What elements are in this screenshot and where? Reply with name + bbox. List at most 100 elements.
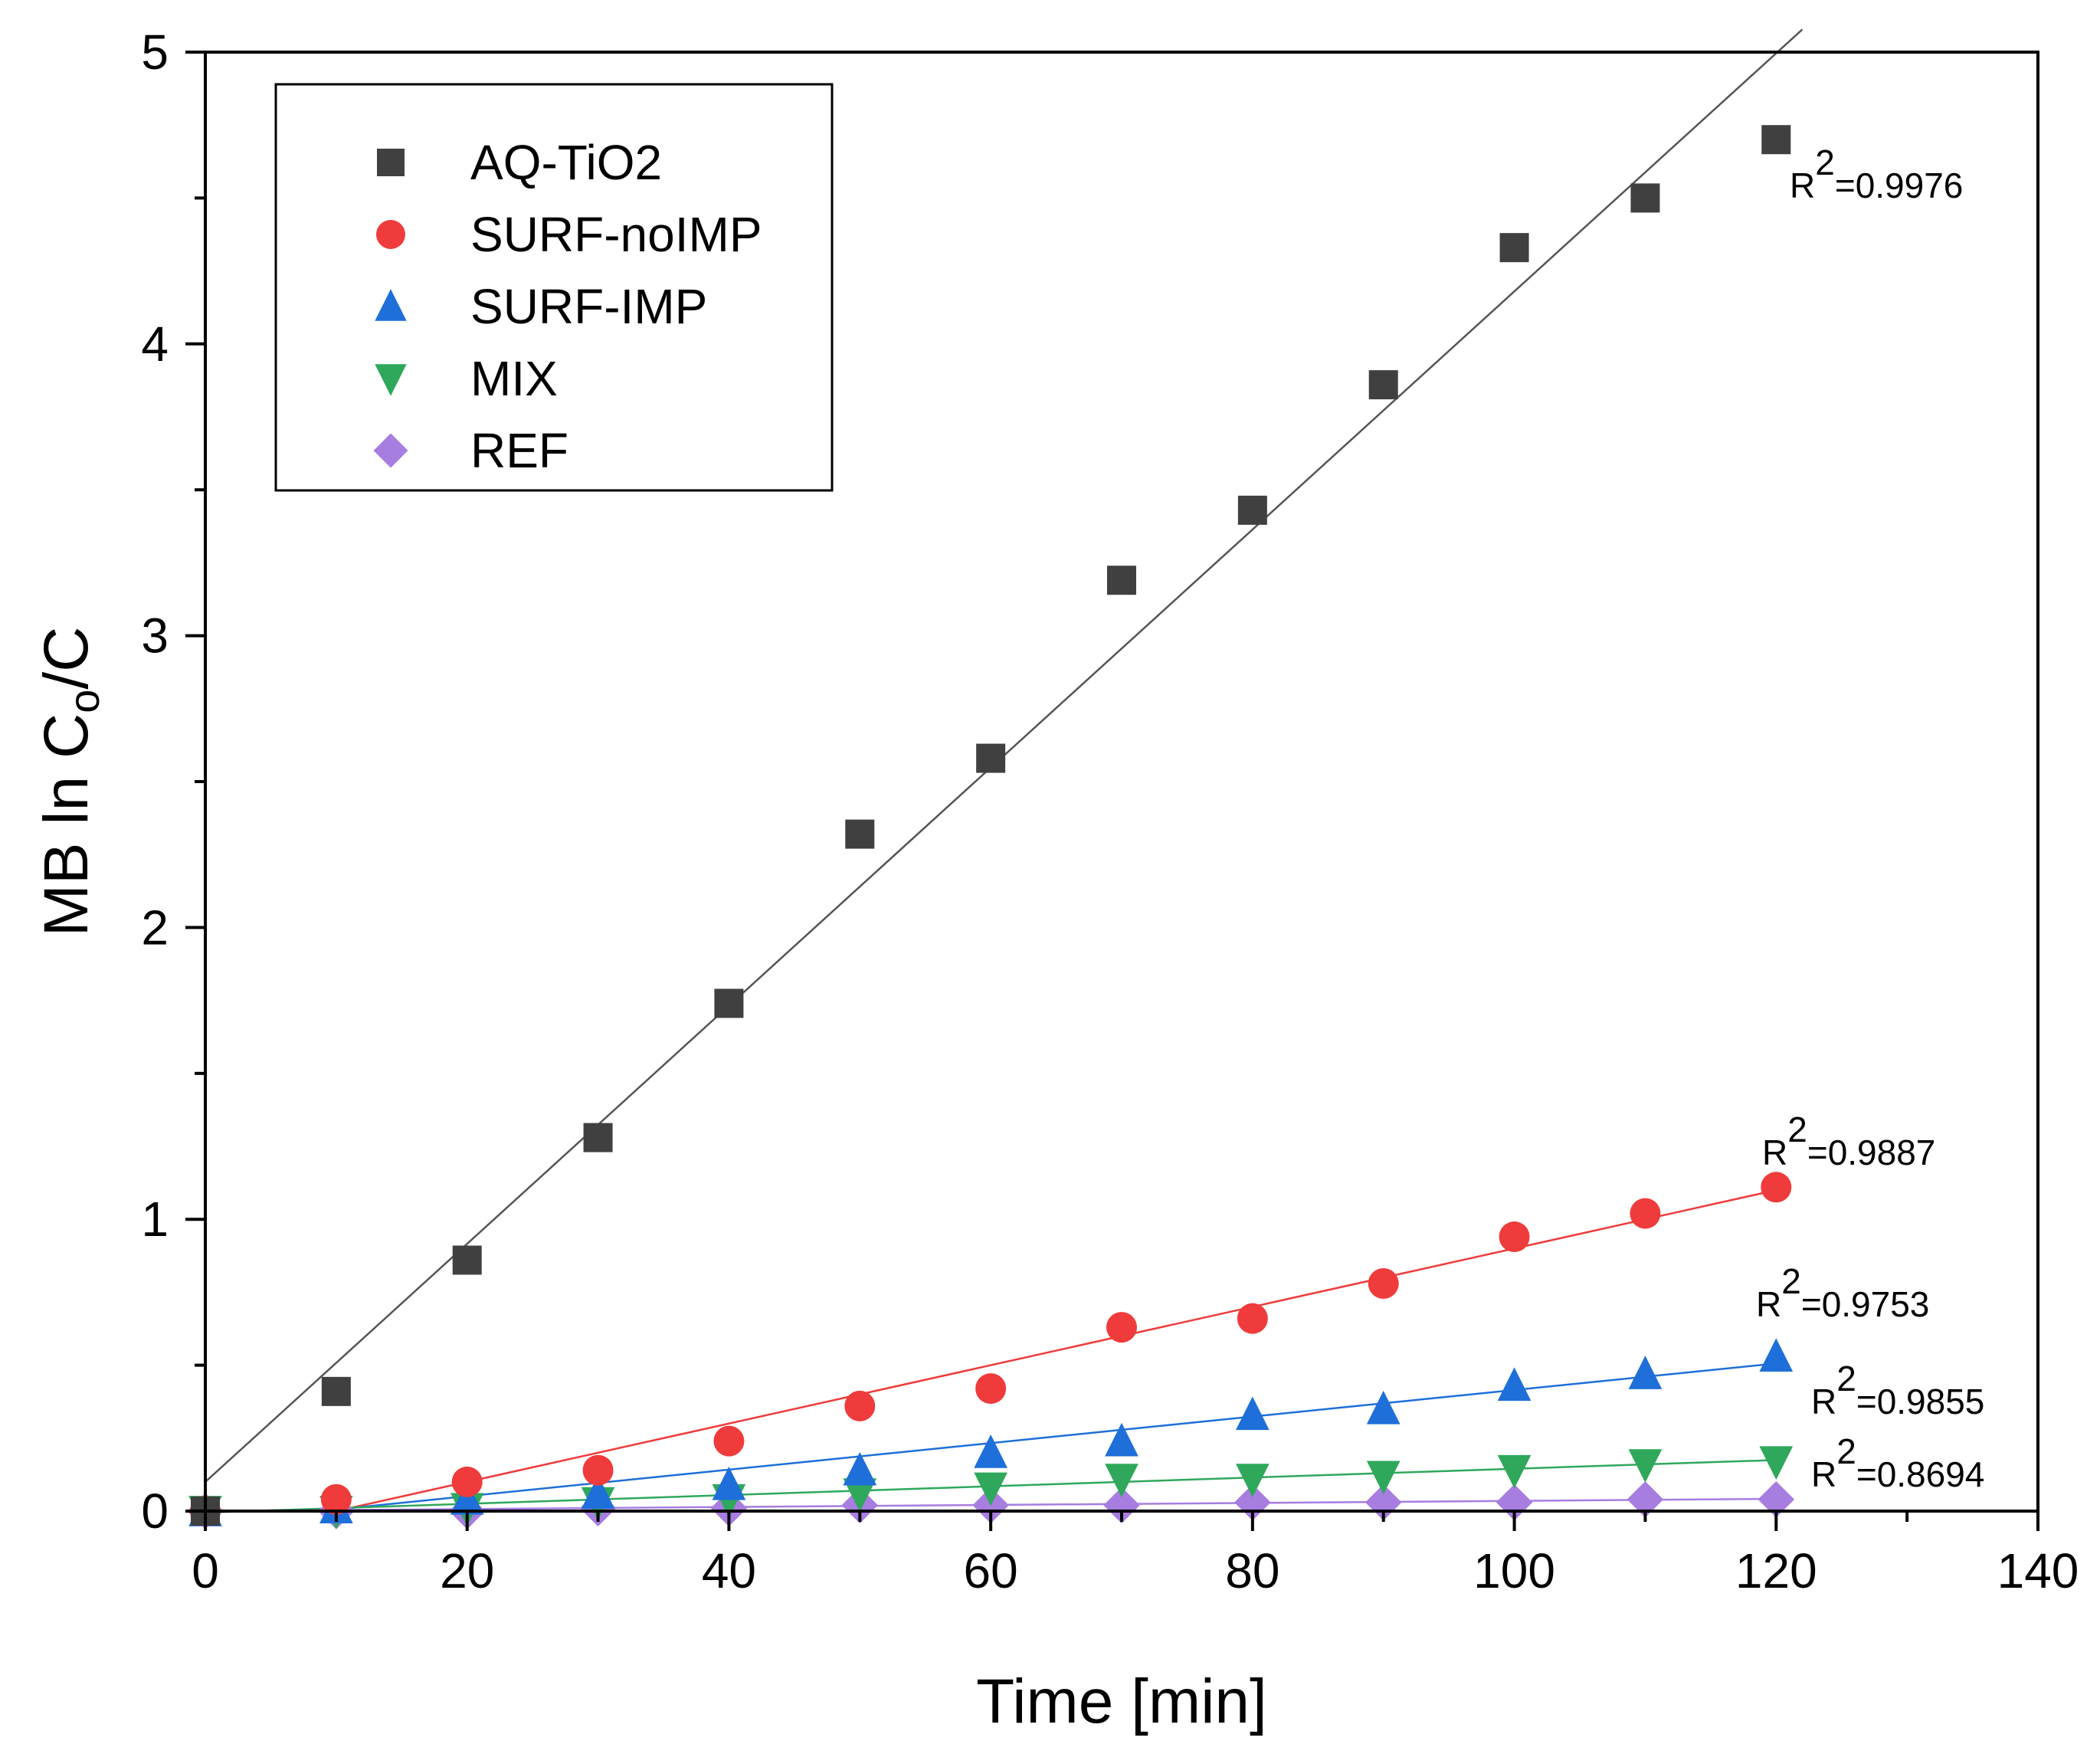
x-tick-label: 80 bbox=[1225, 1543, 1279, 1598]
r2-letter: R bbox=[1756, 1284, 1781, 1324]
data-point-ref bbox=[1627, 1481, 1664, 1518]
r2-superscript: 2 bbox=[1815, 143, 1835, 182]
data-point-surf-imp bbox=[712, 1466, 746, 1500]
data-point-mix bbox=[1236, 1464, 1270, 1497]
data-point-aq-tio2 bbox=[1368, 370, 1398, 400]
data-point-aq-tio2 bbox=[321, 1376, 351, 1406]
data-point-surf-noimp bbox=[582, 1454, 614, 1486]
data-point-mix bbox=[1628, 1449, 1663, 1483]
data-point-surf-noimp bbox=[1630, 1198, 1661, 1229]
legend-label-ref: REF bbox=[470, 423, 568, 478]
data-point-surf-noimp bbox=[713, 1425, 745, 1457]
y-tick-label: 1 bbox=[141, 1192, 169, 1247]
legend-marker-surf-noimp bbox=[376, 220, 405, 249]
data-point-surf-imp bbox=[1628, 1356, 1663, 1389]
legend-label-surf-imp: SURF-IMP bbox=[470, 279, 707, 334]
legend-label-surf-noimp: SURF-noIMP bbox=[470, 207, 762, 262]
fit-line-surf-noimp bbox=[336, 1188, 1777, 1513]
data-point-surf-noimp bbox=[1237, 1303, 1268, 1334]
r2-value: =0.9753 bbox=[1801, 1284, 1930, 1324]
data-point-mix bbox=[1497, 1454, 1532, 1489]
data-point-aq-tio2 bbox=[845, 819, 875, 849]
r2-label-ref: R2=0.8694 bbox=[1811, 1431, 1984, 1494]
data-point-aq-tio2 bbox=[583, 1123, 613, 1152]
data-point-surf-noimp bbox=[320, 1484, 352, 1515]
data-point-mix bbox=[1105, 1464, 1138, 1497]
data-point-aq-tio2 bbox=[714, 988, 744, 1018]
x-tick-label: 140 bbox=[1997, 1543, 2079, 1598]
legend-marker-mix bbox=[375, 364, 407, 396]
data-point-mix bbox=[1366, 1461, 1401, 1495]
y-axis-title-main: MB ln C bbox=[31, 713, 101, 937]
r2-label-surf-noimp: R2=0.9887 bbox=[1762, 1110, 1935, 1172]
x-tick-label: 40 bbox=[702, 1543, 756, 1598]
r2-value: =0.9887 bbox=[1807, 1133, 1936, 1172]
y-axis-title: MB ln Co/C bbox=[31, 627, 108, 937]
data-point-aq-tio2 bbox=[976, 743, 1006, 773]
data-point-surf-noimp bbox=[844, 1390, 876, 1421]
data-point-surf-imp bbox=[1366, 1390, 1401, 1425]
data-point-aq-tio2 bbox=[1761, 125, 1791, 155]
data-point-surf-noimp bbox=[1499, 1221, 1530, 1253]
data-point-surf-noimp bbox=[1106, 1312, 1137, 1343]
r2-superscript: 2 bbox=[1836, 1431, 1856, 1471]
data-point-surf-imp bbox=[1105, 1422, 1138, 1457]
data-point-mix bbox=[974, 1472, 1007, 1506]
data-point-ref bbox=[1758, 1481, 1795, 1518]
r2-labels: R2=0.9976R2=0.9887R2=0.9753R2=0.9855R2=0… bbox=[1756, 143, 1984, 1494]
legend-marker-ref bbox=[373, 433, 408, 468]
axis-ticks: 0 20 40 60 80 100 120 140 0 1 2 3 4 5 bbox=[141, 25, 2079, 1598]
data-point-surf-imp bbox=[1236, 1396, 1270, 1431]
y-axis-title-subscript: o bbox=[60, 690, 108, 713]
data-point-aq-tio2 bbox=[1499, 233, 1529, 263]
y-tick-label: 2 bbox=[141, 900, 169, 955]
data-point-aq-tio2 bbox=[1237, 495, 1267, 525]
data-point-surf-imp bbox=[450, 1480, 484, 1515]
data-point-surf-imp bbox=[1759, 1338, 1794, 1372]
x-tick-label: 0 bbox=[192, 1543, 219, 1598]
data-point-surf-noimp bbox=[451, 1466, 483, 1497]
r2-superscript: 2 bbox=[1781, 1261, 1801, 1301]
data-point-surf-noimp bbox=[1368, 1267, 1399, 1299]
r2-label-mix: R2=0.9855 bbox=[1811, 1359, 1984, 1421]
data-point-mix bbox=[1759, 1446, 1794, 1480]
data-point-mix bbox=[843, 1478, 877, 1513]
data-point-surf-noimp bbox=[975, 1373, 1007, 1405]
x-tick-label: 20 bbox=[440, 1543, 494, 1598]
data-point-ref bbox=[1103, 1487, 1140, 1524]
x-axis-title: Time [min] bbox=[976, 1667, 1267, 1736]
r2-letter: R bbox=[1762, 1133, 1787, 1172]
data-point-aq-tio2 bbox=[452, 1245, 482, 1275]
y-tick-label: 3 bbox=[141, 608, 169, 664]
x-tick-label: 120 bbox=[1735, 1543, 1817, 1598]
data-point-surf-imp bbox=[974, 1434, 1007, 1468]
legend-label-aq-tio2: AQ-TiO2 bbox=[470, 135, 662, 190]
fit-line-surf-imp bbox=[336, 1362, 1777, 1511]
data-point-aq-tio2 bbox=[1107, 566, 1136, 595]
legend: AQ-TiO2 SURF-noIMP SURF-IMP MIX REF bbox=[274, 83, 834, 492]
r2-value: =0.9855 bbox=[1856, 1382, 1985, 1421]
r2-value: =0.8694 bbox=[1856, 1454, 1985, 1494]
data-point-surf-imp bbox=[1497, 1367, 1532, 1402]
legend-box bbox=[274, 83, 834, 492]
r2-letter: R bbox=[1811, 1454, 1836, 1494]
data-point-aq-tio2 bbox=[1630, 183, 1660, 213]
y-axis-title-end: /C bbox=[31, 627, 101, 690]
r2-label-surf-imp: R2=0.9753 bbox=[1756, 1261, 1929, 1324]
r2-value: =0.9976 bbox=[1835, 166, 1964, 205]
y-tick-label: 4 bbox=[141, 316, 169, 372]
y-tick-label: 0 bbox=[141, 1484, 169, 1539]
legend-marker-aq-tio2 bbox=[377, 149, 405, 176]
r2-label-aq-tio2: R2=0.9976 bbox=[1790, 143, 1963, 205]
x-tick-label: 60 bbox=[964, 1543, 1018, 1598]
r2-superscript: 2 bbox=[1787, 1110, 1807, 1149]
data-point-surf-noimp bbox=[1761, 1172, 1792, 1203]
legend-label-mix: MIX bbox=[470, 351, 558, 406]
r2-letter: R bbox=[1790, 166, 1815, 205]
y-tick-label: 5 bbox=[141, 25, 169, 80]
data-point-surf-imp bbox=[843, 1451, 877, 1486]
data-point-surf-imp bbox=[581, 1475, 615, 1510]
x-tick-label: 100 bbox=[1473, 1543, 1555, 1598]
r2-superscript: 2 bbox=[1836, 1359, 1856, 1398]
